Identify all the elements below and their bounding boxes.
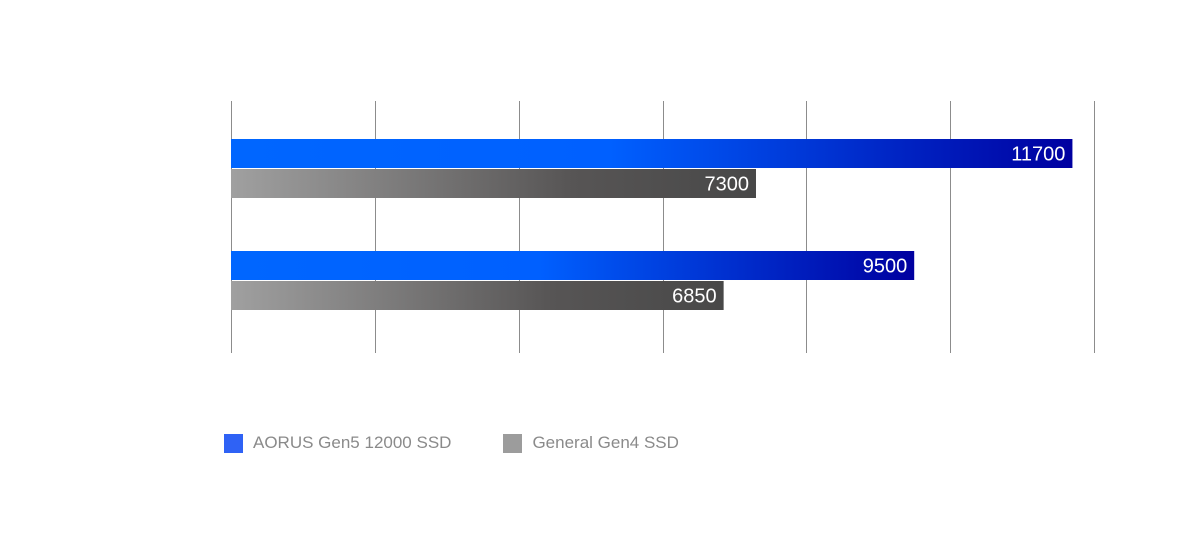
bars [231,139,1073,310]
legend-label-aorus: AORUS Gen5 12000 SSD [253,433,452,452]
legend: AORUS Gen5 12000 SSD General Gen4 SSD [224,432,731,454]
legend-label-general: General Gen4 SSD [532,433,679,452]
legend-item-aorus: AORUS Gen5 12000 SSD [224,433,451,453]
bar-value-label: 9500 [863,256,908,278]
bar-value-label: 7300 [704,174,749,196]
data-labels: 11700 7300 9500 6850 [672,144,1065,308]
bar-series-1-group-1 [231,139,1073,168]
legend-item-general: General Gen4 SSD [503,433,679,453]
bar-series-2-group-1 [231,169,756,198]
bar-value-label: 6850 [672,286,717,308]
bar-value-label: 11700 [1011,144,1065,166]
grid-lines [231,101,1095,353]
bar-series-2-group-2 [231,281,724,310]
legend-swatch-aorus [224,433,243,453]
bar-series-1-group-2 [231,251,915,280]
legend-swatch-general [503,433,523,453]
